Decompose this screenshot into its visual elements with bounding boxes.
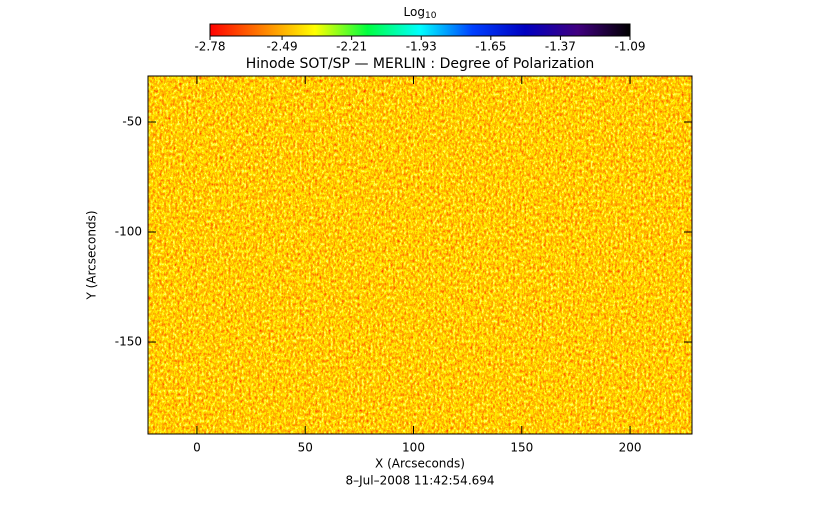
colorbar-tick-label: -1.65 (475, 40, 506, 54)
x-tick-label: 150 (510, 441, 533, 455)
x-tick-label: 0 (193, 441, 201, 455)
colorbar (209, 23, 631, 37)
colorbar-tick-label: -2.21 (336, 40, 367, 54)
colorbar-label-sub: 10 (425, 11, 437, 21)
colorbar-tick-label: -2.49 (267, 40, 298, 54)
x-tick-label: 50 (298, 441, 313, 455)
colorbar-tick-label: -2.78 (194, 40, 225, 54)
y-tick-label: -50 (122, 114, 142, 128)
colorbar-tick-label: -1.93 (406, 40, 437, 54)
x-tick-label: 200 (619, 441, 642, 455)
colorbar-label-main: Log (404, 5, 425, 19)
x-tick-label: 100 (402, 441, 425, 455)
colorbar-tick-label: -1.37 (545, 40, 576, 54)
y-tick-label: -150 (115, 335, 142, 349)
y-tick-label: -100 (115, 225, 142, 239)
x-axis-label: X (Arcseconds) (375, 457, 465, 471)
chart-title: Hinode SOT/SP — MERLIN : Degree of Polar… (246, 56, 595, 72)
plot-frame (147, 75, 693, 435)
colorbar-tick-label: -1.09 (614, 40, 645, 54)
colorbar-label: Log10 (404, 5, 437, 21)
y-axis-label: Y (Arcseconds) (85, 210, 99, 300)
polarization-image (148, 76, 692, 434)
footer: 8–Jul–2008 11:42:54.694 (345, 474, 494, 488)
